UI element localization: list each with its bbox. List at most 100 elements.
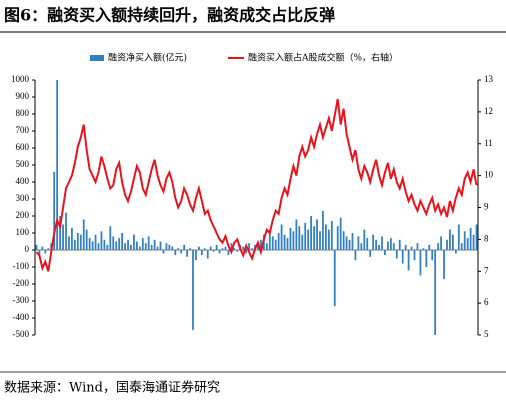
bar bbox=[325, 224, 327, 250]
bar bbox=[127, 239, 129, 250]
bar bbox=[79, 234, 82, 250]
bar bbox=[195, 250, 197, 261]
bar bbox=[212, 250, 215, 252]
bar bbox=[289, 227, 292, 250]
bar bbox=[165, 243, 168, 250]
y-tick-label: 700 bbox=[16, 125, 30, 135]
bar bbox=[283, 234, 286, 250]
bar bbox=[198, 246, 200, 250]
bar bbox=[419, 250, 422, 276]
bar bbox=[118, 238, 121, 250]
bar bbox=[251, 248, 253, 250]
y-tick-label: 600 bbox=[16, 142, 30, 152]
bar bbox=[457, 224, 460, 250]
bar bbox=[177, 248, 180, 250]
bar bbox=[147, 236, 150, 250]
bar bbox=[159, 241, 162, 250]
bar bbox=[227, 250, 230, 256]
y2-tick-label: 9 bbox=[484, 202, 489, 212]
bar bbox=[153, 239, 156, 250]
bar bbox=[369, 250, 372, 257]
bar bbox=[354, 250, 357, 261]
bar bbox=[413, 250, 416, 261]
bar bbox=[472, 234, 475, 250]
bar bbox=[422, 248, 425, 250]
bar bbox=[372, 234, 375, 250]
bar bbox=[44, 250, 47, 254]
y-tick-label: 1000 bbox=[11, 74, 30, 84]
bar bbox=[221, 248, 224, 250]
bar bbox=[348, 239, 351, 250]
bar bbox=[469, 227, 472, 250]
bar bbox=[395, 250, 398, 259]
bar bbox=[301, 234, 304, 250]
legend-label: 融资净买入额(亿元) bbox=[108, 52, 187, 64]
bar bbox=[236, 250, 239, 252]
bar bbox=[112, 236, 115, 250]
bar bbox=[307, 229, 310, 250]
bar bbox=[150, 244, 153, 250]
bar bbox=[224, 246, 227, 250]
bar bbox=[277, 233, 280, 250]
bar bbox=[265, 243, 268, 250]
bar bbox=[68, 236, 70, 250]
bar bbox=[345, 236, 348, 250]
bar bbox=[130, 244, 132, 250]
bar bbox=[115, 241, 118, 250]
y-tick-label: -100 bbox=[13, 261, 30, 271]
bar bbox=[466, 238, 469, 250]
bar bbox=[384, 250, 386, 256]
y-tick-label: 0 bbox=[25, 244, 30, 254]
bar bbox=[333, 250, 336, 307]
bar bbox=[168, 244, 171, 250]
bar bbox=[218, 250, 221, 254]
bar bbox=[460, 243, 463, 250]
bar bbox=[215, 244, 218, 250]
bar bbox=[97, 243, 100, 250]
bar bbox=[446, 239, 448, 250]
bar bbox=[298, 226, 301, 250]
bar bbox=[242, 246, 245, 250]
bar bbox=[180, 250, 183, 254]
bar bbox=[389, 238, 392, 250]
bar bbox=[463, 231, 466, 250]
y2-tick-label: 6 bbox=[484, 297, 489, 307]
bar bbox=[103, 239, 106, 250]
y2-tick-label: 7 bbox=[484, 265, 489, 275]
bar bbox=[59, 216, 61, 250]
bar bbox=[73, 239, 76, 250]
y-tick-label: 100 bbox=[16, 227, 30, 237]
bar bbox=[339, 217, 342, 250]
bar bbox=[449, 229, 451, 250]
bar bbox=[268, 229, 271, 250]
bar bbox=[475, 224, 478, 250]
y-tick-label: 800 bbox=[16, 108, 30, 118]
bar bbox=[109, 226, 112, 250]
bar bbox=[192, 250, 194, 330]
bar bbox=[189, 248, 191, 250]
bar bbox=[106, 244, 109, 250]
bar bbox=[295, 219, 298, 250]
y2-tick-label: 11 bbox=[484, 138, 493, 148]
source: 数据来源：Wind，国泰海通证券研究 bbox=[4, 380, 220, 396]
bar bbox=[38, 250, 41, 257]
bar bbox=[292, 231, 295, 250]
bar bbox=[398, 239, 401, 250]
bar bbox=[316, 219, 318, 250]
y2-tick-label: 10 bbox=[484, 170, 494, 180]
bar bbox=[233, 248, 236, 250]
bar bbox=[203, 248, 206, 250]
bar bbox=[322, 210, 324, 250]
bar bbox=[82, 219, 85, 250]
bar bbox=[319, 231, 321, 250]
bar bbox=[76, 233, 79, 250]
bar bbox=[183, 244, 186, 250]
bar bbox=[434, 250, 437, 335]
y2-tick-label: 13 bbox=[484, 74, 494, 84]
bar bbox=[357, 236, 360, 250]
bar bbox=[452, 234, 454, 250]
bar bbox=[260, 239, 262, 250]
bar bbox=[327, 229, 330, 250]
bar bbox=[121, 233, 124, 250]
